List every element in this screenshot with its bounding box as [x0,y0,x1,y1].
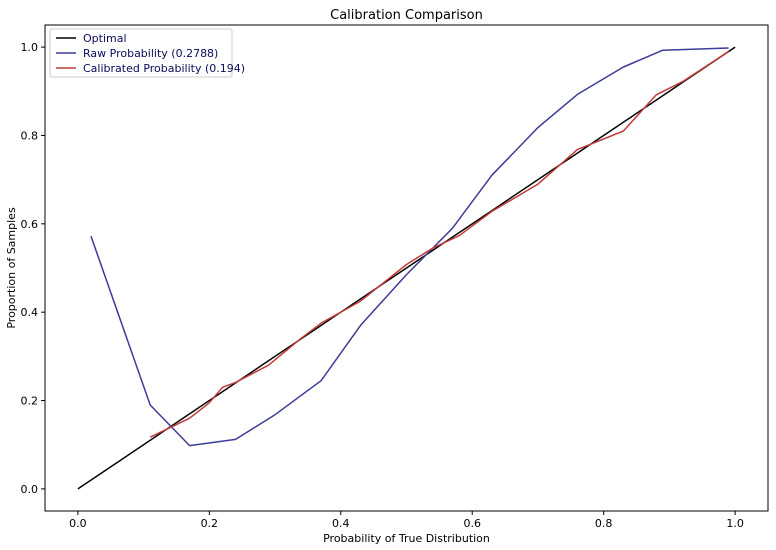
x-tick-label: 1.0 [726,517,744,530]
y-tick-label: 1.0 [21,41,39,54]
plot-area [44,24,769,512]
y-tick-label: 0.8 [21,129,39,142]
y-axis: 0.0 0.2 0.4 0.6 0.8 1.0 [21,41,45,496]
x-tick-label: 0.4 [332,517,350,530]
y-tick-label: 0.6 [21,218,39,231]
series-line-1 [77,46,736,490]
y-tick-label: 0.0 [21,483,39,496]
legend-label: Optimal [83,32,127,45]
x-tick-label: 0.2 [201,517,219,530]
x-axis-label: Probability of True Distribution [323,532,490,545]
series-layer [77,46,736,490]
x-tick-label: 0.0 [69,517,87,530]
y-tick-label: 0.2 [21,395,39,408]
legend-box [49,28,233,78]
series-line-3 [149,50,730,438]
x-axis: 0.0 0.2 0.4 0.6 0.8 1.0 [69,511,744,530]
y-tick-label: 0.4 [21,306,39,319]
legend-label: Calibrated Probability (0.194) [83,62,245,75]
series-line-2 [90,47,729,447]
x-tick-label: 0.6 [463,517,481,530]
legend: Optimal Raw Probability (0.2788) Calibrate… [49,28,245,78]
legend-label: Raw Probability (0.2788) [83,47,218,60]
chart-title: Calibration Comparison [330,8,483,23]
y-axis-label: Proportion of Samples [5,207,18,329]
x-tick-label: 0.8 [595,517,613,530]
